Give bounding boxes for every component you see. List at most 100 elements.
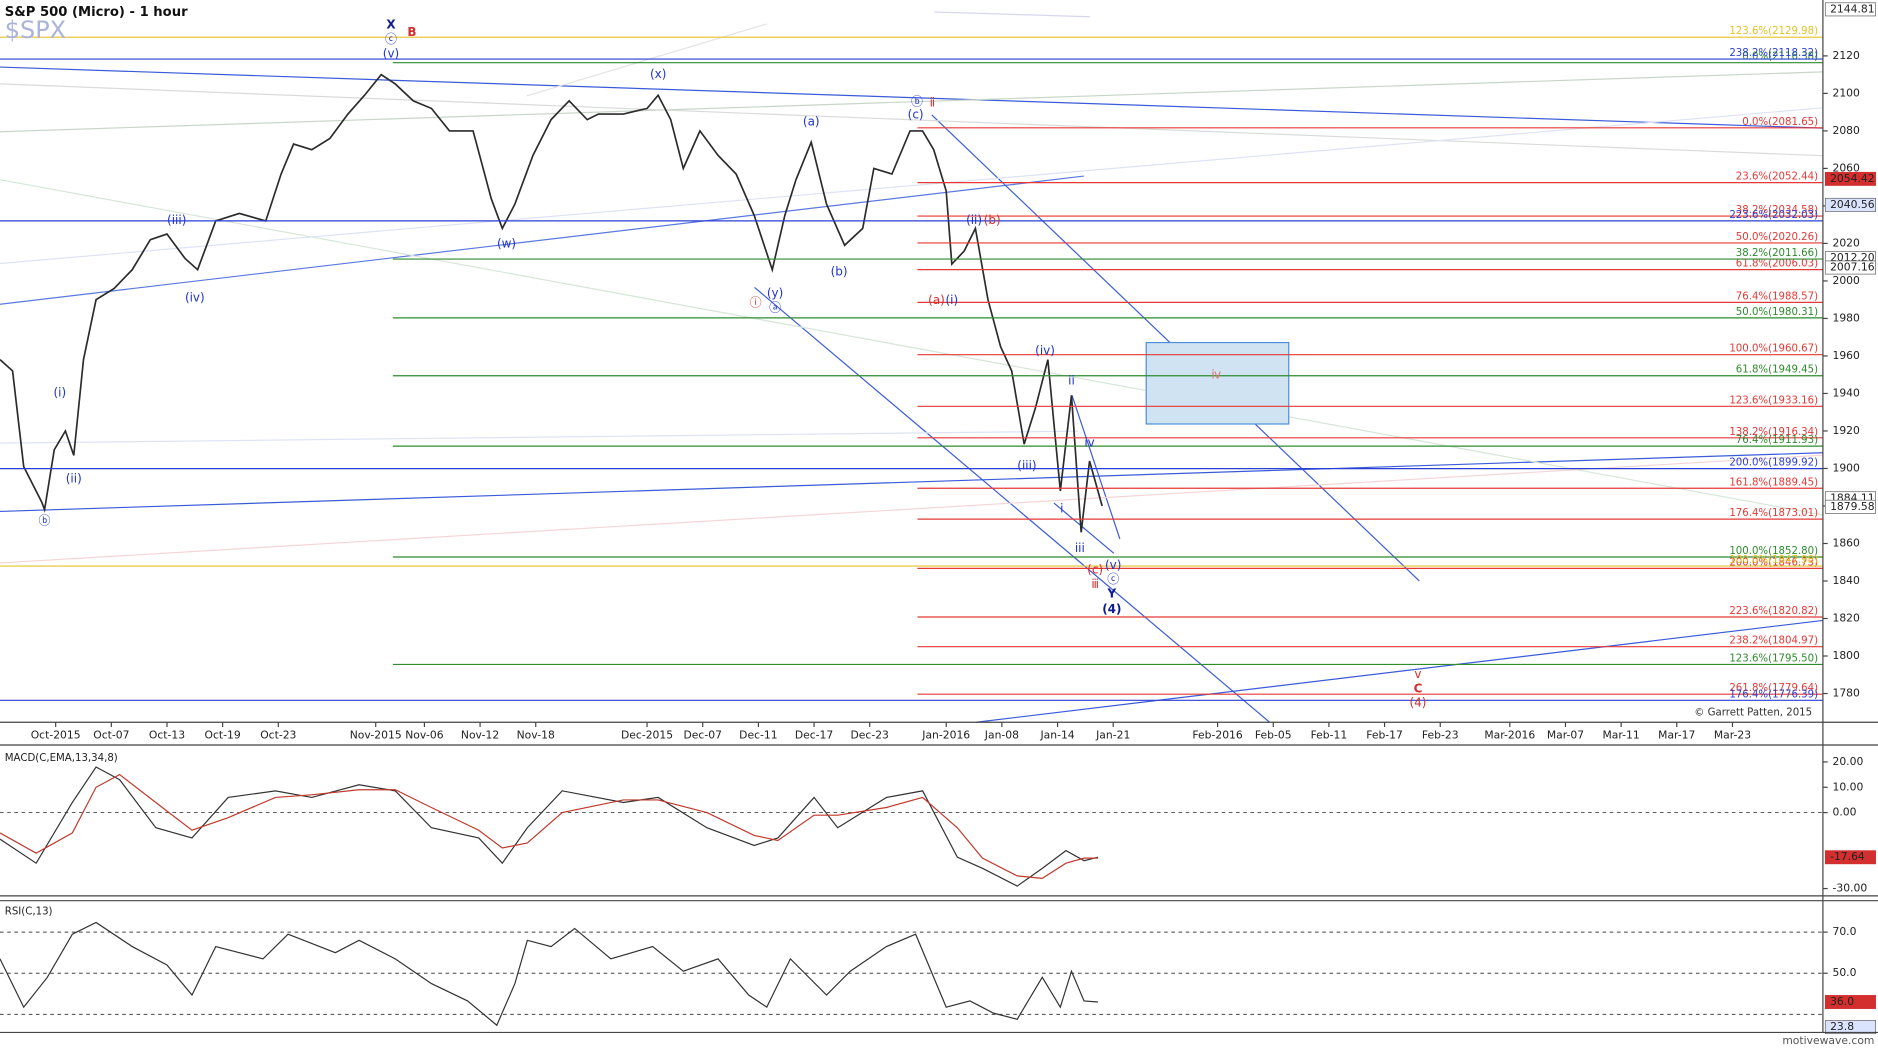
value-badge (1824, 2, 1876, 17)
fib-level-label: 50.0%(1980.31) (1736, 307, 1818, 318)
value-badge-label: 2054.42 (1830, 172, 1875, 185)
fib-level-label: 138.2%(1916.34) (1729, 427, 1818, 438)
fib-level-label: 200.0%(1846.73) (1729, 557, 1818, 568)
x-tick-label: Dec-17 (795, 728, 833, 741)
x-tick-label: Jan-2016 (921, 728, 970, 741)
x-tick-label: Jan-21 (1095, 728, 1130, 741)
fib-level-label: 61.8%(2006.03) (1736, 259, 1818, 270)
trendline (934, 11, 1090, 18)
trendline (1053, 502, 1115, 554)
credit: © Garrett Patten, 2015 (1694, 708, 1812, 719)
y-tick-label: 2020 (1832, 236, 1860, 249)
y-tick-label: 1940 (1832, 386, 1860, 399)
x-tick-label: Dec-2015 (621, 728, 673, 741)
y-tick-label: 0.00 (1832, 806, 1856, 819)
wave-label: (i) (945, 293, 958, 307)
wave-label: (iv) (185, 291, 205, 305)
x-tick-label: Mar-11 (1603, 728, 1640, 741)
x-tick-label: Feb-11 (1311, 728, 1348, 741)
x-tick-label: Dec-11 (739, 728, 777, 741)
y-tick-label: 2080 (1832, 124, 1860, 137)
fib-level-label: 261.8%(1779.64) (1729, 683, 1818, 694)
x-tick-label: Jan-14 (1039, 728, 1074, 741)
trendlines (0, 11, 1824, 723)
wave-label: (x) (650, 67, 666, 81)
x-tick-label: Feb-23 (1422, 728, 1459, 741)
wave-label: iii (1075, 541, 1085, 555)
wave-label: (ii) (66, 472, 82, 486)
price-line (0, 773, 1098, 880)
value-badge-label: 23.8 (1830, 1020, 1854, 1033)
trendline (526, 23, 767, 97)
x-tick-label: Mar-07 (1547, 728, 1584, 741)
fib-level-label: 0.0%(2116.38) (1742, 52, 1818, 63)
wave-label: (a) (928, 293, 945, 307)
trendline (976, 619, 1823, 723)
fib-level-label: 238.2%(2118.32) (1729, 48, 1818, 59)
y-tick-label: 10.00 (1832, 780, 1863, 793)
y-tick-label: 1800 (1832, 649, 1860, 662)
value-badge-label: 2040.56 (1830, 198, 1875, 211)
trendline (0, 452, 1823, 513)
x-tick-label: Mar-2016 (1484, 728, 1535, 741)
panel-title: RSI(C,13) (5, 906, 53, 917)
x-tick-label: Feb-2016 (1192, 728, 1242, 741)
value-badge (1824, 197, 1876, 212)
wave-label: (c) (908, 107, 924, 121)
x-tick-label: Nov-18 (517, 728, 555, 741)
fib-level-label: 223.6%(2032.03) (1729, 210, 1818, 221)
value-badge (1824, 260, 1876, 275)
wave-label: (4) (1102, 602, 1121, 616)
y-tick-label: 20.00 (1832, 755, 1863, 768)
price-line (0, 766, 1099, 887)
fib-level-label: 200.0%(1899.92) (1729, 458, 1818, 469)
x-tick-label: Jan-08 (984, 728, 1019, 741)
fib-level-label: 38.2%(2034.58) (1736, 205, 1818, 216)
y-tick-label: 2060 (1832, 161, 1860, 174)
wave-label: ⓑ (39, 513, 51, 527)
wave-label: ⅴ (1414, 667, 1421, 681)
trendline (0, 179, 1824, 516)
wave-label: B (407, 25, 416, 39)
wave-label: ii (1068, 373, 1075, 387)
wave-label: iv (1084, 436, 1094, 450)
wave-label: ⓐ (769, 300, 781, 314)
wave-label: (c) (1087, 563, 1103, 577)
wave-label: C (1414, 681, 1423, 695)
fib-level-label: 61.8%(1949.45) (1736, 365, 1818, 376)
y-tick-label: 1840 (1832, 574, 1860, 587)
value-badge (1824, 995, 1876, 1009)
wave-label: (iii) (167, 213, 186, 227)
x-tick-label: Oct-19 (205, 728, 241, 741)
trendline (754, 286, 1270, 723)
wave-label: ⅲ (1091, 577, 1099, 591)
fib-level-label: 123.6%(2129.98) (1729, 26, 1818, 37)
trendline (0, 83, 1823, 157)
fib-level-label: 176.4%(1776.39) (1729, 689, 1818, 700)
y-tick-label: 1860 (1832, 536, 1860, 549)
trendline (0, 454, 1823, 564)
wave-label: (v) (1105, 558, 1121, 572)
x-tick-label: Oct-07 (93, 728, 129, 741)
value-badge-label: 36.0 (1830, 995, 1854, 1008)
y-tick-label: 1820 (1832, 612, 1860, 625)
fib-level-label: 50.0%(2020.26) (1736, 232, 1818, 243)
y-tick-label: 2100 (1832, 86, 1860, 99)
wave-label: ⓒ (385, 32, 397, 46)
y-tick-label: 1960 (1832, 349, 1860, 362)
trendline (0, 175, 1084, 305)
wave-label: ⅱ (930, 95, 935, 109)
wave-label: (i) (53, 385, 66, 399)
wave-label: (iii) (1017, 458, 1036, 472)
wave-label: (ii) (966, 213, 982, 227)
fib-level-label: 123.6%(1933.16) (1729, 395, 1818, 406)
wave-label: (y) (767, 286, 783, 300)
wave-label: (b) (984, 213, 1001, 227)
wave-label: Y (1106, 587, 1116, 601)
symbol: $SPX (5, 16, 66, 44)
fib-level-label: 100.0%(1847.98) (1729, 555, 1818, 566)
value-badge (1824, 499, 1876, 514)
fib-level-label: 238.2%(1804.97) (1729, 636, 1818, 647)
